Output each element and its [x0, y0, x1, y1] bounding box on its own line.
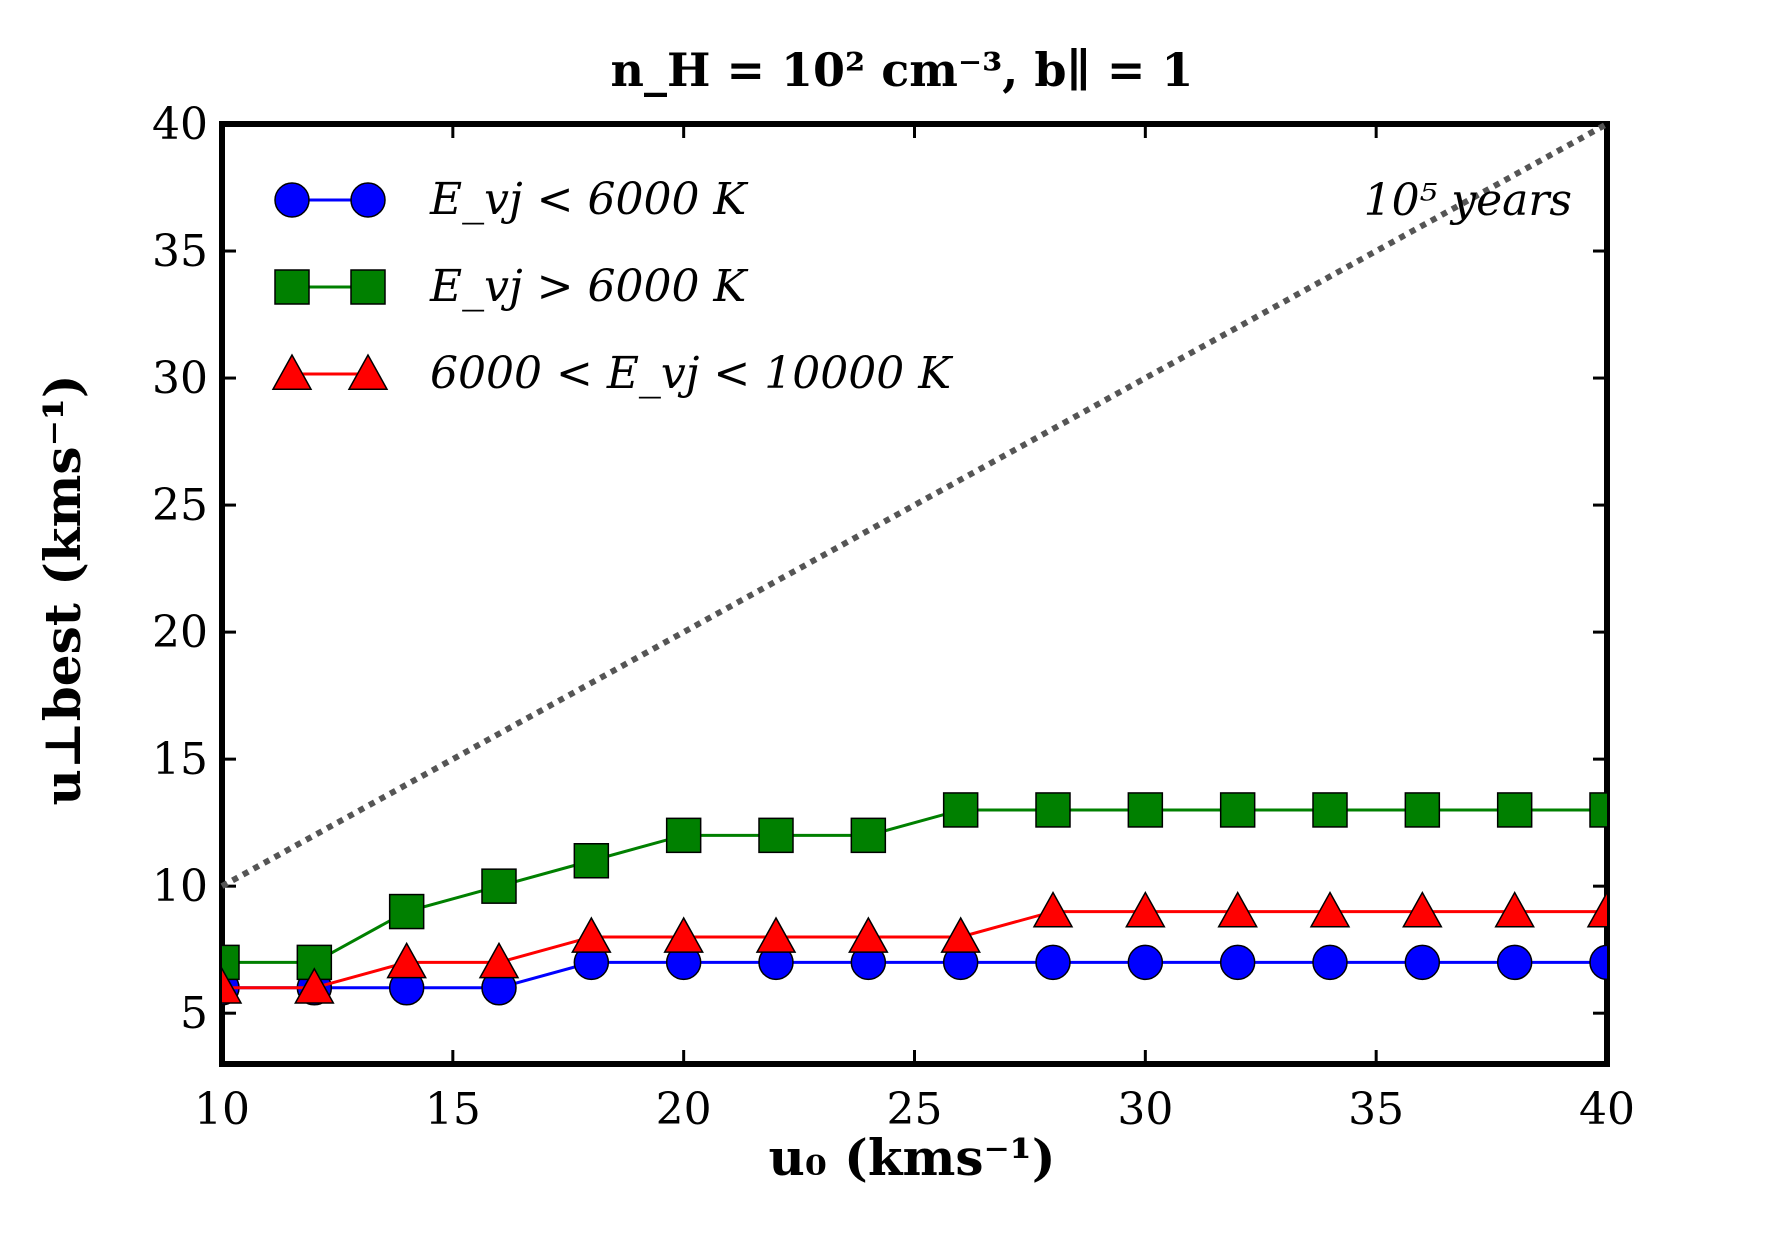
data-point: [388, 893, 425, 930]
data-point: [222, 944, 240, 981]
legend-item: 6000 < E_vj < 10000 K: [271, 348, 953, 399]
x-tick-label: 15: [425, 1084, 481, 1135]
reference-line-label: 10⁵ years: [1364, 175, 1572, 226]
legend-marker: [347, 353, 389, 390]
legend-marker: [274, 182, 310, 218]
x-tick-label: 40: [1579, 1084, 1635, 1135]
series-triangle: [222, 891, 1607, 1004]
data-point: [665, 817, 702, 854]
series-square: [222, 792, 1607, 981]
legend-item: E_vj > 6000 K: [274, 261, 748, 312]
y-axis-title: u⊥best (kms⁻¹): [33, 374, 92, 805]
data-point: [1589, 944, 1607, 981]
data-point: [478, 941, 520, 979]
x-tick-label: 10: [194, 1084, 250, 1135]
data-point: [296, 944, 333, 981]
legend-label: E_vj > 6000 K: [429, 261, 748, 312]
legend-label: E_vj < 6000 K: [429, 174, 748, 225]
y-tick-label: 30: [152, 353, 208, 404]
series-line: [222, 960, 1607, 990]
axis-ticks: 10 15 20 25 30 35 40 5 10 15 20 25 30 35 40: [152, 99, 1635, 1135]
data-point: [1586, 891, 1607, 928]
data-point: [222, 967, 243, 1004]
data-point: [1127, 792, 1164, 828]
data-point: [1404, 792, 1441, 828]
data-point: [663, 916, 704, 953]
data-point: [1494, 891, 1535, 928]
data-point: [1125, 891, 1166, 928]
y-tick-label: 15: [152, 734, 208, 785]
data-point: [1496, 792, 1533, 828]
data-point: [1127, 944, 1164, 981]
data-point: [755, 916, 797, 953]
data-point: [386, 941, 427, 979]
legend-item: E_vj < 6000 K: [274, 174, 748, 225]
data-point: [850, 817, 887, 854]
y-tick-label: 20: [152, 607, 208, 658]
x-axis-title: u₀ (kms⁻¹): [769, 1128, 1056, 1187]
y-tick-label: 10: [152, 861, 208, 912]
data-point: [1032, 891, 1074, 928]
data-point: [1404, 944, 1441, 981]
data-point: [1312, 944, 1348, 981]
data-point: [1309, 891, 1351, 928]
data-point: [942, 792, 979, 828]
data-point: [571, 916, 612, 953]
legend-marker: [350, 182, 386, 218]
data-point: [940, 916, 981, 953]
x-tick-label: 30: [1117, 1084, 1173, 1135]
data-point: [1219, 792, 1256, 828]
legend-marker: [274, 269, 310, 305]
x-tick-label: 20: [656, 1084, 712, 1135]
data-point: [1219, 944, 1256, 981]
legend-marker: [350, 269, 386, 305]
chart-title: n_H = 10² cm⁻³, b∥ = 1: [611, 43, 1194, 97]
data-point: [848, 916, 889, 953]
legend: E_vj < 6000 K E_vj > 6000 K 6000 < E_vj < …: [271, 174, 953, 399]
series-line: [222, 910, 1607, 990]
data-point: [1312, 792, 1348, 828]
series-group: [222, 792, 1607, 1006]
y-tick-label: 40: [152, 99, 208, 150]
legend-marker: [271, 353, 313, 390]
data-point: [1589, 792, 1607, 828]
data-point: [758, 817, 794, 854]
legend-label: 6000 < E_vj < 10000 K: [430, 348, 953, 399]
data-point: [573, 843, 610, 879]
x-tick-label: 35: [1348, 1084, 1404, 1135]
series-line: [222, 808, 1607, 964]
data-point: [1496, 944, 1533, 981]
y-tick-label: 25: [152, 480, 208, 531]
data-point: [481, 868, 517, 904]
data-point: [1217, 891, 1258, 928]
data-point: [1402, 891, 1443, 928]
data-point: [1035, 944, 1071, 981]
y-tick-label: 5: [180, 988, 208, 1039]
y-tick-label: 35: [152, 226, 208, 277]
plot-area: [219, 121, 1610, 1067]
x-tick-label: 25: [887, 1084, 943, 1135]
data-point: [294, 967, 335, 1004]
data-point: [1035, 792, 1071, 828]
